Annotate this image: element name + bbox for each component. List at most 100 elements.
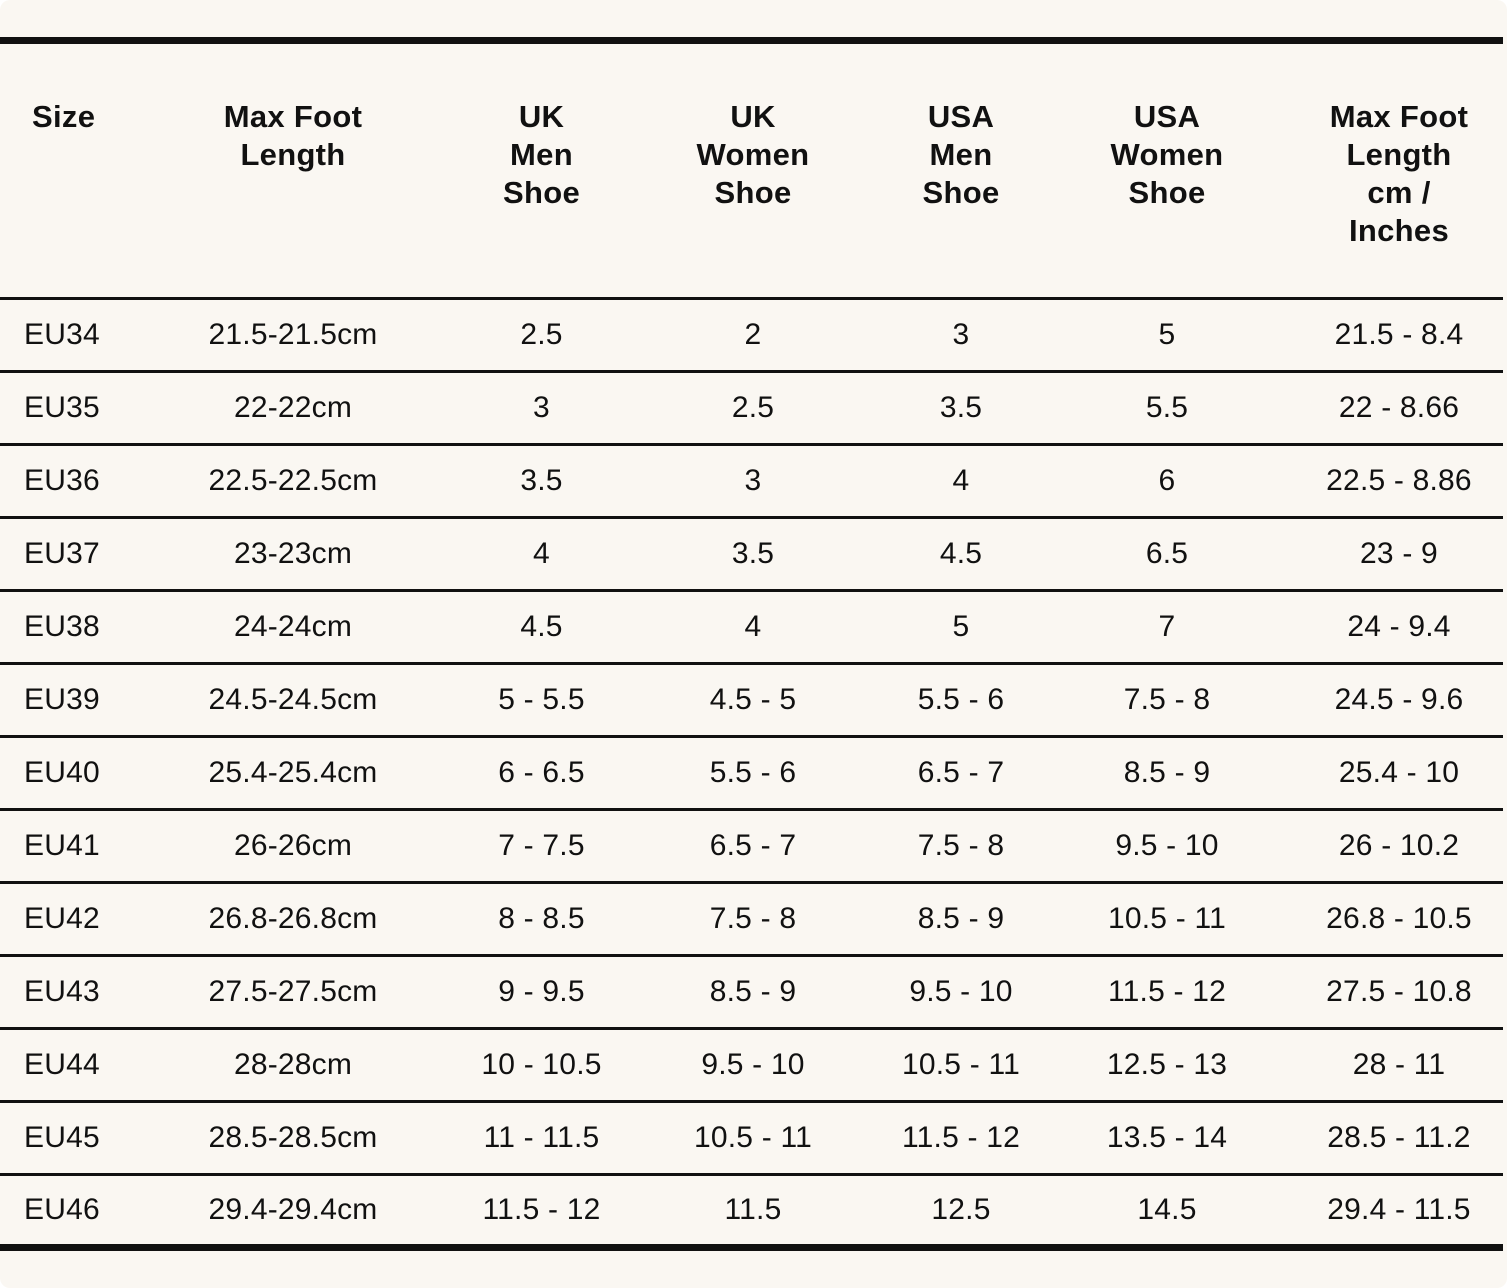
table-row: EU40 25.4-25.4cm 6 - 6.5 5.5 - 6 6.5 - 7 8.5 … bbox=[0, 736, 1503, 810]
cell-usa-women-shoe: 6 bbox=[1158, 464, 1176, 497]
cell-max-foot-length-cm-inches: 26 - 10.2 bbox=[1338, 829, 1460, 862]
cell-max-foot-length: 24.5-24.5cm bbox=[208, 683, 378, 716]
cell-uk-women-shoe: 4 bbox=[744, 610, 762, 643]
cell-max-foot-length-cm-inches: 26.8 - 10.5 bbox=[1326, 902, 1472, 935]
table-row: EU38 24-24cm 4.5 4 5 7 24 - 9.4 bbox=[0, 590, 1503, 664]
cell-uk-women-shoe: 10.5 - 11 bbox=[694, 1121, 812, 1154]
cell-size: EU37 bbox=[24, 537, 100, 570]
cell-usa-women-shoe: 7 bbox=[1158, 610, 1176, 643]
cell-uk-women-shoe: 4.5 - 5 bbox=[709, 683, 797, 716]
cell-max-foot-length: 21.5-21.5cm bbox=[208, 318, 378, 351]
cell-usa-women-shoe: 11.5 - 12 bbox=[1108, 975, 1226, 1008]
table-row: EU34 21.5-21.5cm 2.5 2 3 5 21.5 - 8.4 bbox=[0, 298, 1503, 372]
table-row: EU42 26.8-26.8cm 8 - 8.5 7.5 - 8 8.5 - 9 10.5… bbox=[0, 882, 1503, 956]
cell-uk-women-shoe: 8.5 - 9 bbox=[709, 975, 797, 1008]
cell-usa-men-shoe: 5.5 - 6 bbox=[917, 683, 1005, 716]
cell-max-foot-length-cm-inches: 22 - 8.66 bbox=[1338, 391, 1460, 424]
cell-uk-women-shoe: 9.5 - 10 bbox=[701, 1048, 805, 1081]
cell-max-foot-length-cm-inches: 24 - 9.4 bbox=[1347, 610, 1451, 643]
cell-usa-men-shoe: 4.5 bbox=[939, 537, 983, 570]
cell-usa-men-shoe: 7.5 - 8 bbox=[917, 829, 1005, 862]
cell-usa-women-shoe: 13.5 - 14 bbox=[1106, 1121, 1228, 1154]
cell-usa-men-shoe: 3.5 bbox=[939, 391, 983, 424]
cell-max-foot-length-cm-inches: 24.5 - 9.6 bbox=[1334, 683, 1464, 716]
cell-uk-women-shoe: 11.5 bbox=[724, 1193, 782, 1226]
table-header: Size Max Foot Length UK Men Shoe UK Wome… bbox=[0, 40, 1503, 299]
cell-uk-women-shoe: 2 bbox=[744, 318, 762, 351]
size-chart-table: Size Max Foot Length UK Men Shoe UK Wome… bbox=[0, 37, 1503, 1251]
cell-uk-women-shoe: 2.5 bbox=[731, 391, 775, 424]
cell-uk-women-shoe: 3.5 bbox=[731, 537, 775, 570]
cell-usa-men-shoe: 5 bbox=[952, 610, 970, 643]
cell-usa-women-shoe: 5.5 bbox=[1145, 391, 1189, 424]
cell-uk-men-shoe: 8 - 8.5 bbox=[498, 902, 585, 935]
cell-size: EU42 bbox=[24, 902, 100, 935]
cell-usa-men-shoe: 6.5 - 7 bbox=[917, 756, 1005, 789]
cell-usa-women-shoe: 14.5 bbox=[1137, 1193, 1197, 1226]
cell-uk-women-shoe: 6.5 - 7 bbox=[709, 829, 797, 862]
header-size: Size bbox=[32, 99, 96, 134]
header-uk-women-shoe: UK Women Shoe bbox=[696, 99, 810, 210]
table-row: EU35 22-22cm 3 2.5 3.5 5.5 22 - 8.66 bbox=[0, 371, 1503, 445]
cell-uk-women-shoe: 3 bbox=[744, 464, 762, 497]
cell-uk-women-shoe: 7.5 - 8 bbox=[709, 902, 797, 935]
cell-usa-women-shoe: 10.5 - 11 bbox=[1108, 902, 1226, 935]
cell-usa-men-shoe: 9.5 - 10 bbox=[909, 975, 1013, 1008]
cell-max-foot-length-cm-inches: 21.5 - 8.4 bbox=[1334, 318, 1464, 351]
cell-max-foot-length: 22-22cm bbox=[233, 391, 353, 424]
cell-usa-women-shoe: 8.5 - 9 bbox=[1123, 756, 1211, 789]
cell-usa-women-shoe: 6.5 bbox=[1145, 537, 1189, 570]
table-row: EU41 26-26cm 7 - 7.5 6.5 - 7 7.5 - 8 9.5 - 10… bbox=[0, 809, 1503, 883]
cell-uk-women-shoe: 5.5 - 6 bbox=[709, 756, 797, 789]
cell-max-foot-length: 26.8-26.8cm bbox=[208, 902, 378, 935]
cell-max-foot-length: 25.4-25.4cm bbox=[208, 756, 378, 789]
cell-usa-men-shoe: 4 bbox=[952, 464, 970, 497]
cell-max-foot-length-cm-inches: 23 - 9 bbox=[1360, 537, 1438, 570]
table-row: EU37 23-23cm 4 3.5 4.5 6.5 23 - 9 bbox=[0, 517, 1503, 591]
cell-uk-men-shoe: 3.5 bbox=[520, 464, 563, 497]
header-max-foot-length-cm-inches: Max Foot Length cm / Inches bbox=[1329, 99, 1469, 248]
header-usa-women-shoe: USA Women Shoe bbox=[1110, 99, 1224, 210]
cell-usa-men-shoe: 3 bbox=[952, 318, 970, 351]
cell-max-foot-length: 26-26cm bbox=[233, 829, 353, 862]
cell-size: EU34 bbox=[24, 318, 100, 351]
cell-uk-men-shoe: 11.5 - 12 bbox=[482, 1193, 601, 1226]
cell-uk-men-shoe: 2.5 bbox=[520, 318, 563, 351]
cell-usa-women-shoe: 5 bbox=[1158, 318, 1176, 351]
cell-size: EU39 bbox=[24, 683, 100, 716]
cell-usa-men-shoe: 12.5 bbox=[931, 1193, 991, 1226]
cell-max-foot-length-cm-inches: 28 - 11 bbox=[1352, 1048, 1446, 1081]
cell-max-foot-length-cm-inches: 28.5 - 11.2 bbox=[1327, 1121, 1471, 1154]
cell-usa-men-shoe: 10.5 - 11 bbox=[902, 1048, 1020, 1081]
header-max-foot-length: Max Foot Length bbox=[223, 99, 363, 172]
cell-size: EU45 bbox=[24, 1121, 100, 1154]
cell-max-foot-length-cm-inches: 22.5 - 8.86 bbox=[1326, 464, 1472, 497]
cell-max-foot-length: 27.5-27.5cm bbox=[208, 975, 378, 1008]
cell-size: EU43 bbox=[24, 975, 100, 1008]
cell-size: EU46 bbox=[24, 1193, 100, 1226]
cell-max-foot-length-cm-inches: 27.5 - 10.8 bbox=[1326, 975, 1472, 1008]
cell-max-foot-length: 28.5-28.5cm bbox=[208, 1121, 378, 1154]
table-row: EU46 29.4-29.4cm 11.5 - 12 11.5 12.5 14.5 29.4… bbox=[0, 1174, 1503, 1248]
cell-max-foot-length: 24-24cm bbox=[233, 610, 353, 643]
cell-size: EU41 bbox=[24, 829, 100, 862]
cell-max-foot-length: 23-23cm bbox=[233, 537, 353, 570]
table-body: EU34 21.5-21.5cm 2.5 2 3 5 21.5 - 8.4 EU35 22-22… bbox=[0, 298, 1503, 1248]
header-usa-men-shoe: USA Men Shoe bbox=[922, 99, 1000, 210]
table-row: EU39 24.5-24.5cm 5 - 5.5 4.5 - 5 5.5 - 6 7.5 … bbox=[0, 663, 1503, 737]
cell-max-foot-length-cm-inches: 29.4 - 11.5 bbox=[1327, 1193, 1471, 1226]
cell-size: EU38 bbox=[24, 610, 100, 643]
cell-size: EU40 bbox=[24, 756, 100, 789]
cell-size: EU35 bbox=[24, 391, 100, 424]
cell-uk-men-shoe: 4.5 bbox=[520, 610, 563, 643]
cell-uk-men-shoe: 10 - 10.5 bbox=[481, 1048, 602, 1081]
cell-usa-women-shoe: 12.5 - 13 bbox=[1106, 1048, 1228, 1081]
table-row: EU43 27.5-27.5cm 9 - 9.5 8.5 - 9 9.5 - 10 11.… bbox=[0, 955, 1503, 1029]
cell-uk-men-shoe: 5 - 5.5 bbox=[498, 683, 585, 716]
header-row: Size Max Foot Length UK Men Shoe UK Wome… bbox=[0, 41, 1503, 299]
cell-usa-women-shoe: 9.5 - 10 bbox=[1115, 829, 1219, 862]
cell-uk-men-shoe: 7 - 7.5 bbox=[498, 829, 585, 862]
cell-size: EU44 bbox=[24, 1048, 100, 1081]
cell-max-foot-length: 22.5-22.5cm bbox=[208, 464, 378, 497]
